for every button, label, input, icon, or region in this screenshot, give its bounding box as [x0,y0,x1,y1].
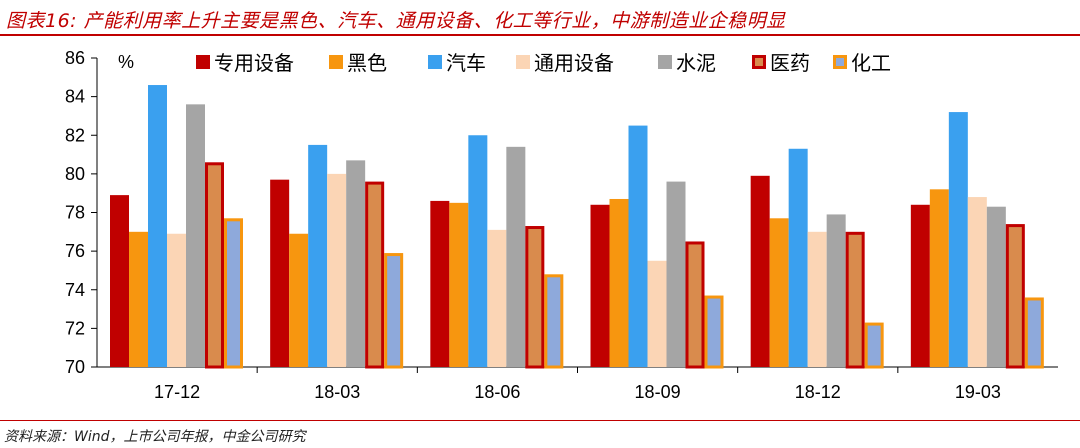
legend-swatch [196,55,210,69]
bar [666,181,686,367]
bar [327,173,347,367]
y-tick-label: 86 [65,48,85,68]
legend-swatch [329,55,343,69]
legend-label: 通用设备 [534,51,614,75]
bar [845,231,865,369]
bar [910,204,930,367]
y-tick-label: 74 [65,280,85,300]
legend-swatch [516,55,530,69]
bar [270,179,290,367]
bar [929,189,949,367]
chart-axes: 70 72 74 76 78 80 82 84 86 17-12 18-03 18-06 18-09 18… [65,48,1058,402]
bar [948,112,968,367]
legend-label: 水泥 [676,51,716,75]
legend-swatch [752,55,766,69]
title-divider [0,34,1080,36]
y-tick-label: 80 [65,164,85,184]
y-tick-label: 70 [65,357,85,377]
chart-legend: 专用设备 黑色 汽车 通用设备 水泥 医药 化工 [196,51,891,75]
bar [826,214,846,367]
bar [487,229,507,367]
bar [384,253,404,369]
legend-swatch [428,55,442,69]
bar [986,206,1006,367]
x-tick-label: 18-09 [635,382,681,402]
bar [110,195,129,367]
legend-label: 化工 [851,51,891,75]
bar [205,162,224,369]
x-tick-label: 18-03 [314,382,360,402]
bar [430,200,450,367]
footer-divider [0,420,1080,421]
bar [807,231,827,367]
x-tick-label: 19-03 [955,382,1001,402]
bar [704,295,724,369]
y-axis-label: % [118,52,134,72]
y-tick-label: 84 [65,87,85,107]
bar [289,233,309,367]
bar [525,226,545,369]
bar [864,322,884,369]
bar [186,104,205,367]
bar [628,125,648,367]
chart-title: 图表16: 产能利用率上升主要是黑色、汽车、通用设备、化工等行业，中游制造业企稳… [6,10,786,32]
bar [967,197,987,367]
y-tick-label: 76 [65,241,85,261]
bar-chart: 70 72 74 76 78 80 82 84 86 17-12 18-03 18-06 18-09 18… [65,48,1058,402]
bar [1024,297,1044,369]
bar [468,135,488,367]
legend-label: 汽车 [446,51,486,75]
bar [769,218,789,367]
bar [1005,224,1025,369]
y-tick-label: 72 [65,318,85,338]
x-tick-label: 17-12 [154,382,200,402]
bar [544,274,564,369]
chart-bars [110,85,1044,369]
bar [449,202,469,367]
bar [647,260,667,367]
x-tick-label: 18-12 [795,382,841,402]
legend-swatch [833,55,847,69]
bar [224,218,243,369]
bar [788,148,808,367]
bar [685,241,705,369]
bar [750,175,770,367]
source-note: 资料来源：Wind，上市公司年报，中金公司研究 [4,429,306,445]
bar [590,204,610,367]
legend-label: 黑色 [347,51,387,75]
bar [506,146,526,367]
bar [609,198,629,367]
bar [365,181,385,369]
x-tick-label: 18-06 [474,382,520,402]
y-tick-label: 78 [65,203,85,223]
bar [308,144,328,367]
y-tick-label: 82 [65,125,85,145]
bar [167,233,186,367]
legend-label: 医药 [770,51,810,75]
bar [346,160,366,367]
bar [129,231,148,367]
legend-label: 专用设备 [214,51,294,75]
legend-swatch [658,55,672,69]
bar [148,85,167,367]
